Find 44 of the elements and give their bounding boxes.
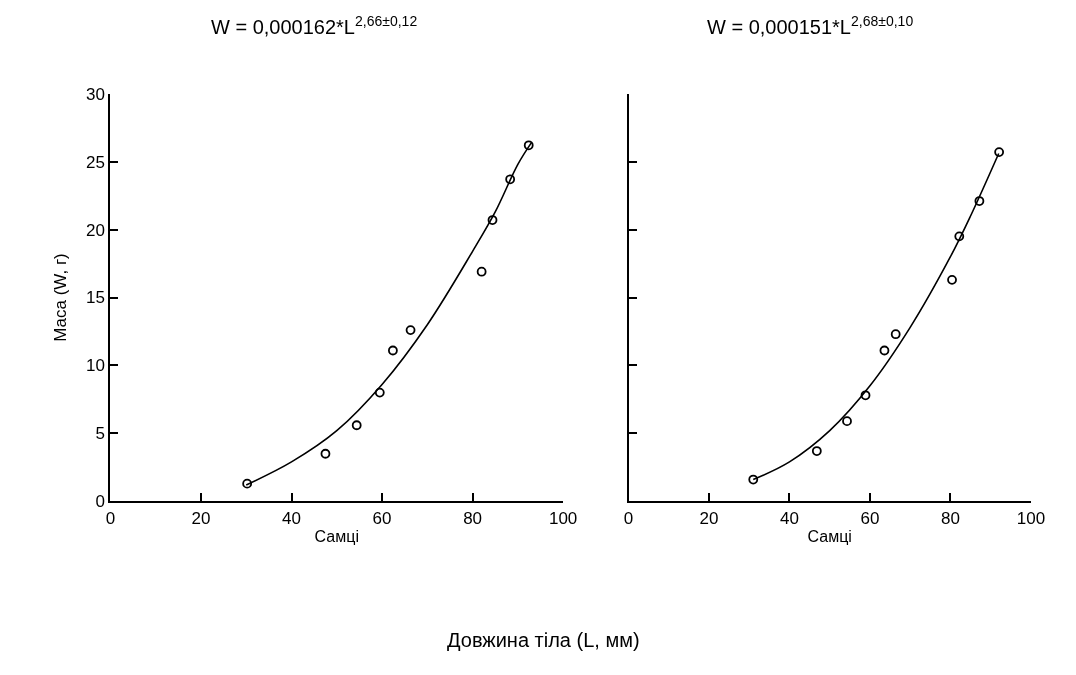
y-axis-title: Маса (W, г) bbox=[51, 253, 71, 342]
point bbox=[320, 448, 331, 459]
x-axis-title: Самці bbox=[314, 527, 359, 545]
point bbox=[879, 345, 890, 356]
point bbox=[947, 274, 957, 285]
point bbox=[974, 196, 985, 206]
x-axis-title: Самці bbox=[807, 527, 852, 545]
x-tick-label: 100 bbox=[548, 508, 578, 528]
x-tick-label: 40 bbox=[780, 508, 799, 528]
point bbox=[505, 174, 516, 185]
x-tick-label: 80 bbox=[940, 508, 960, 528]
x-tick-label: 80 bbox=[463, 508, 483, 528]
x-tick-label: 40 bbox=[282, 508, 301, 528]
point bbox=[890, 329, 901, 340]
point bbox=[523, 140, 534, 151]
y-tick-label: 10 bbox=[86, 356, 106, 376]
point bbox=[487, 215, 498, 225]
y-tick-label: 20 bbox=[86, 220, 106, 240]
text: Довжина тіла (L, мм) bbox=[447, 629, 640, 651]
y-tick-label: 0 bbox=[95, 492, 106, 512]
x-tick-label: 20 bbox=[699, 508, 719, 528]
x-tick-label: 60 bbox=[372, 508, 392, 528]
point bbox=[994, 147, 1005, 158]
point bbox=[242, 478, 253, 489]
x-tick-label: 20 bbox=[191, 508, 211, 528]
chart-title: W = 0,000151*L$^{2,68±0,10}$ bbox=[707, 13, 914, 39]
chart-title: W = 0,000162*L$^{2,66±0,12}$ bbox=[211, 13, 418, 39]
x-tick-label: 0 bbox=[623, 508, 634, 528]
point bbox=[748, 474, 759, 485]
x-tick-label: 100 bbox=[1016, 508, 1046, 528]
point bbox=[954, 231, 965, 242]
y-tick-label: 5 bbox=[95, 424, 106, 444]
point bbox=[842, 416, 852, 427]
x-tick-label: 60 bbox=[860, 508, 880, 528]
point bbox=[374, 387, 385, 398]
y-tick-label: 15 bbox=[86, 288, 106, 308]
y-tick-label: 25 bbox=[86, 152, 106, 172]
point bbox=[388, 345, 398, 356]
point bbox=[860, 390, 871, 401]
point bbox=[405, 325, 416, 336]
point bbox=[351, 420, 362, 431]
y-tick-label: 30 bbox=[86, 84, 106, 104]
point bbox=[476, 266, 487, 277]
point bbox=[811, 446, 822, 456]
